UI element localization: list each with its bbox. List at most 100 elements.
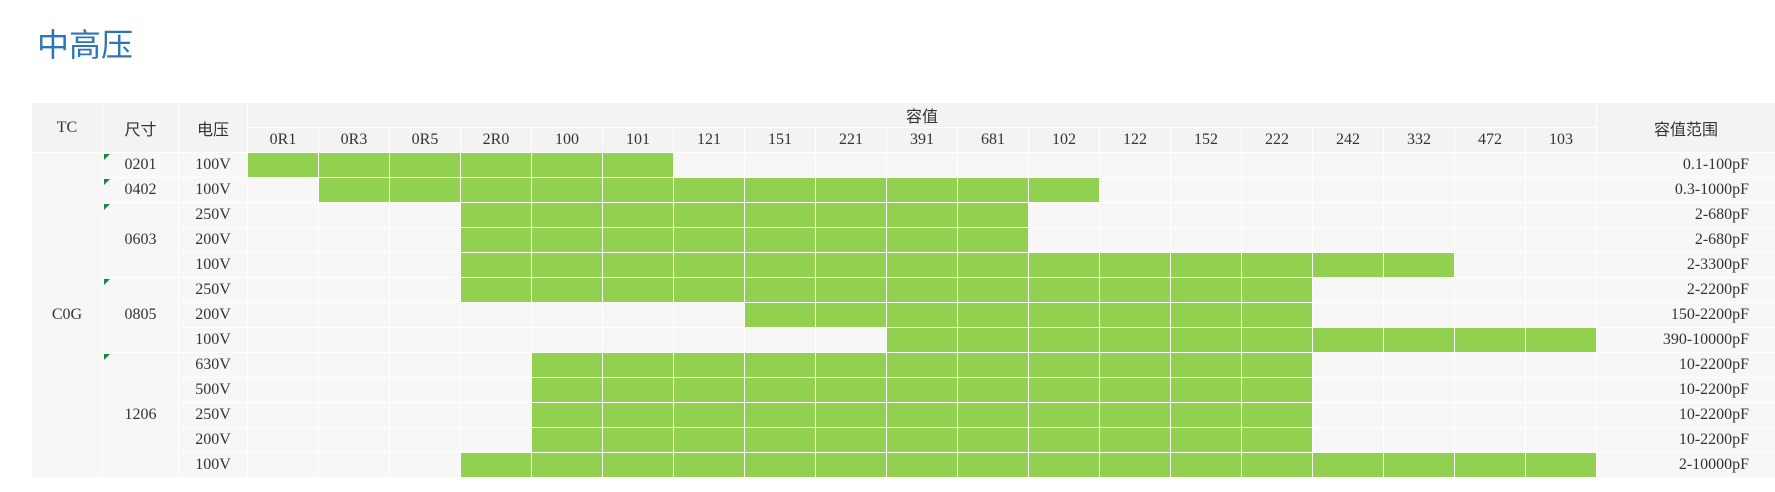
range-cell: 2-2200pF — [1596, 277, 1775, 303]
header-cell: 容值范围 — [1596, 102, 1775, 153]
availability-cell — [673, 252, 745, 278]
range-cell: 10-2200pF — [1596, 427, 1775, 453]
table-row: 0603 250V 2-680pF — [32, 202, 1775, 278]
availability-cell — [1099, 327, 1171, 353]
availability-cell — [460, 327, 532, 353]
availability-cell — [1099, 202, 1171, 228]
table-row: 500V 10-2200pF — [32, 377, 1775, 403]
availability-cell — [1099, 452, 1171, 478]
availability-cell — [531, 327, 603, 353]
availability-cell — [744, 377, 816, 403]
range-cell: 2-680pF — [1596, 227, 1775, 253]
availability-cell — [1383, 152, 1455, 178]
availability-cell — [744, 177, 816, 203]
availability-cell — [460, 302, 532, 328]
availability-cell — [602, 277, 674, 303]
availability-cell — [389, 302, 461, 328]
availability-cell — [886, 277, 958, 303]
availability-cell — [1524, 227, 1598, 253]
availability-cell — [318, 377, 390, 403]
availability-cell — [1170, 252, 1242, 278]
availability-cell — [1383, 202, 1455, 228]
code-header: 121 — [673, 127, 745, 153]
availability-cell — [886, 302, 958, 328]
availability-cell — [318, 302, 390, 328]
availability-cell — [1524, 302, 1598, 328]
availability-cell — [1312, 202, 1384, 228]
availability-cell — [460, 377, 532, 403]
availability-cell — [957, 427, 1029, 453]
availability-cell — [886, 352, 958, 378]
availability-cell — [815, 377, 887, 403]
availability-cell — [1241, 402, 1313, 428]
availability-cell — [1383, 302, 1455, 328]
availability-cell — [673, 202, 745, 228]
availability-cell — [1028, 452, 1100, 478]
availability-cell — [247, 252, 319, 278]
table-row: 250V 10-2200pF — [32, 402, 1775, 428]
size-cell: 0402 — [102, 177, 179, 203]
availability-cell — [531, 302, 603, 328]
availability-cell — [1028, 152, 1100, 178]
voltage-cell: 100V — [178, 152, 248, 178]
availability-cell — [1524, 327, 1598, 353]
availability-cell — [1170, 427, 1242, 453]
code-header: 100 — [531, 127, 603, 153]
availability-cell — [886, 327, 958, 353]
availability-cell — [389, 377, 461, 403]
code-header: 681 — [957, 127, 1029, 153]
availability-cell — [744, 277, 816, 303]
availability-cell — [247, 227, 319, 253]
code-header: 2R0 — [460, 127, 532, 153]
availability-cell — [1241, 427, 1313, 453]
voltage-cell: 100V — [178, 177, 248, 203]
availability-cell — [1170, 227, 1242, 253]
header-cell: 容值 — [246, 102, 1598, 128]
availability-cell — [957, 352, 1029, 378]
availability-cell — [1312, 402, 1384, 428]
availability-cell — [1028, 327, 1100, 353]
availability-cell — [1312, 327, 1384, 353]
availability-cell — [744, 427, 816, 453]
code-header: 242 — [1312, 127, 1384, 153]
availability-cell — [1454, 227, 1526, 253]
voltage-cell: 200V — [178, 227, 248, 253]
availability-cell — [1241, 377, 1313, 403]
availability-cell — [886, 377, 958, 403]
code-header: 222 — [1241, 127, 1313, 153]
availability-cell — [247, 302, 319, 328]
code-header: 122 — [1099, 127, 1171, 153]
code-header: 391 — [886, 127, 958, 153]
size-cell: 0603 — [102, 202, 179, 278]
availability-cell — [744, 402, 816, 428]
availability-cell — [1524, 152, 1598, 178]
availability-cell — [1241, 152, 1313, 178]
availability-cell — [957, 377, 1029, 403]
availability-cell — [673, 152, 745, 178]
availability-cell — [1241, 327, 1313, 353]
code-header: 221 — [815, 127, 887, 153]
availability-cell — [1170, 377, 1242, 403]
size-cell: 0805 — [102, 277, 179, 353]
availability-cell — [1383, 402, 1455, 428]
availability-cell — [673, 277, 745, 303]
availability-cell — [531, 427, 603, 453]
voltage-cell: 250V — [178, 402, 248, 428]
availability-cell — [318, 427, 390, 453]
availability-cell — [1028, 202, 1100, 228]
availability-cell — [460, 402, 532, 428]
availability-cell — [1170, 277, 1242, 303]
availability-cell — [1028, 302, 1100, 328]
availability-cell — [389, 202, 461, 228]
availability-cell — [460, 152, 532, 178]
availability-cell — [815, 352, 887, 378]
availability-cell — [1028, 377, 1100, 403]
availability-cell — [531, 177, 603, 203]
table-row: 0805 250V 2-2200pF — [32, 277, 1775, 353]
availability-cell — [744, 227, 816, 253]
availability-cell — [1454, 252, 1526, 278]
availability-cell — [1383, 227, 1455, 253]
table-row: 100V 390-10000pF — [32, 327, 1775, 353]
availability-cell — [602, 252, 674, 278]
